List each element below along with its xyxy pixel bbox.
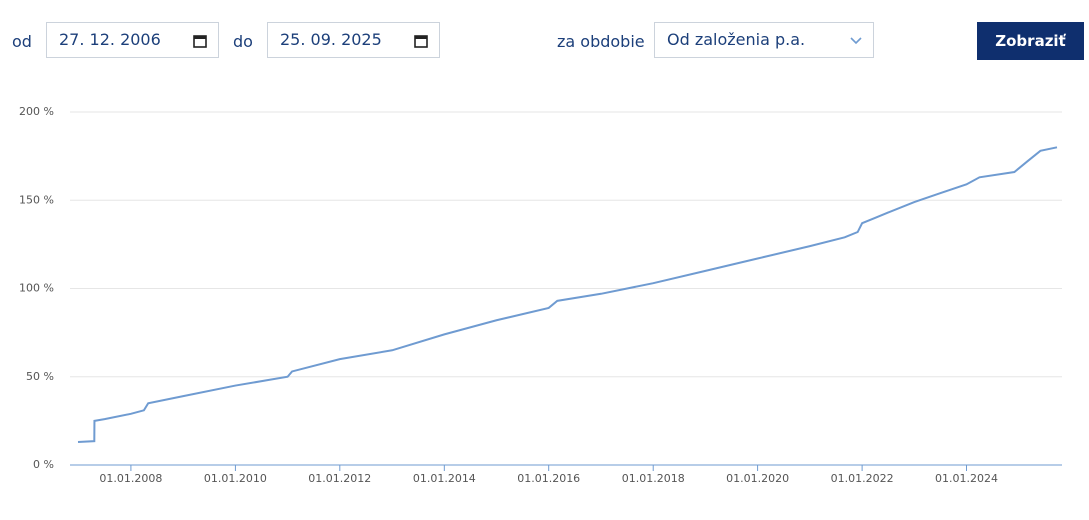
y-tick-label: 100 %: [19, 282, 54, 295]
chart: 0 % 50 % 100 % 150 % 200 % 01.01.2008 01.01.20…: [19, 105, 1062, 485]
calendar-icon: [414, 35, 428, 48]
from-date-value: 27. 12. 2006: [59, 30, 161, 49]
x-tick-label: 01.01.2022: [831, 472, 894, 485]
x-tick-label: 01.01.2018: [622, 472, 685, 485]
to-date-value: 25. 09. 2025: [280, 30, 382, 49]
from-date-input[interactable]: 27. 12. 2006: [46, 22, 219, 58]
y-tick-label: 150 %: [19, 193, 54, 206]
show-button[interactable]: Zobraziť: [977, 22, 1084, 60]
line-series: [77, 146, 1058, 444]
from-label: od: [12, 32, 32, 51]
period-select[interactable]: Od založenia p.a.: [654, 22, 874, 58]
x-tick-label: 01.01.2008: [99, 472, 162, 485]
chevron-icon: [850, 37, 862, 45]
x-tick-label: 01.01.2012: [308, 472, 371, 485]
x-tick-label: 01.01.2020: [726, 472, 789, 485]
x-tick-label: 01.01.2016: [517, 472, 580, 485]
to-date-input[interactable]: 25. 09. 2025: [267, 22, 440, 58]
period-label: za obdobie: [557, 32, 645, 51]
x-tick-label: 01.01.2014: [413, 472, 476, 485]
to-label: do: [233, 32, 253, 51]
y-tick-label: 50 %: [26, 370, 54, 383]
x-tick-label: 01.01.2024: [935, 472, 998, 485]
period-value: Od založenia p.a.: [667, 30, 806, 49]
x-tick-label: 01.01.2010: [204, 472, 267, 485]
y-tick-label: 200 %: [19, 105, 54, 118]
y-tick-label: 0 %: [33, 458, 54, 471]
calendar-icon: [193, 35, 207, 48]
